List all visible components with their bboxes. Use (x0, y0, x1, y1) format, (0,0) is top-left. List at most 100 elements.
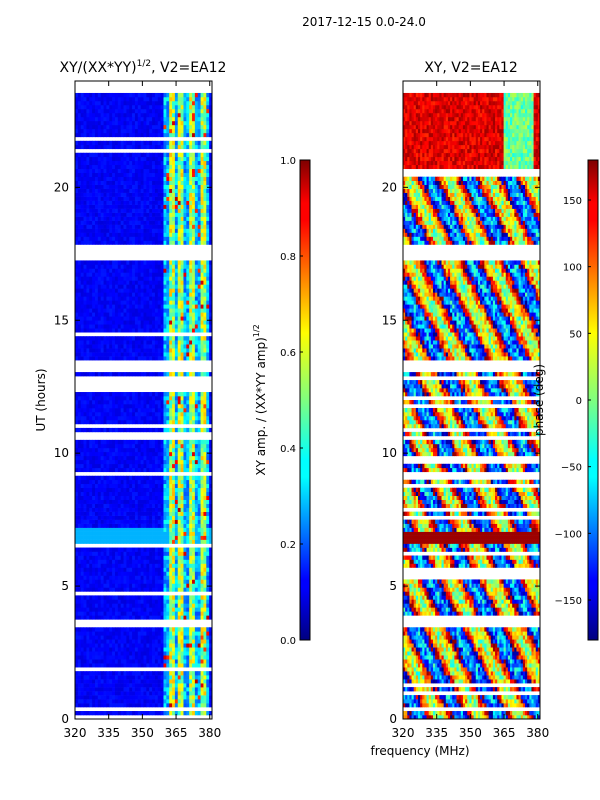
amp-cell (103, 487, 107, 493)
amp-cell (169, 216, 173, 221)
amp-cell (109, 479, 113, 485)
amp-cell (143, 523, 147, 528)
amp-cell (92, 487, 96, 493)
amp-cell (140, 284, 144, 289)
amp-cell (77, 447, 82, 453)
amp-cell (183, 296, 187, 301)
amp-cell (203, 224, 207, 229)
amp-cell (203, 635, 207, 640)
amp-cell (109, 531, 113, 536)
amp-cell (177, 455, 181, 461)
amp-cell (149, 563, 153, 568)
amp-cell (75, 631, 79, 636)
amp-cell (203, 559, 207, 564)
amp-cell (154, 443, 159, 449)
amp-cell (157, 511, 162, 516)
amp-cell (117, 272, 122, 277)
amp-cell (94, 352, 99, 357)
amp-cell (112, 495, 116, 500)
amp-cell (137, 639, 142, 644)
amp-cell (134, 284, 139, 289)
amp-cell (157, 539, 162, 544)
amp-cell (123, 403, 127, 409)
amp-cell (94, 356, 99, 361)
amp-cell (163, 711, 167, 716)
amp-cell (112, 288, 116, 293)
amp-cell (206, 272, 210, 277)
amp-cell (177, 280, 181, 285)
amp-cell (83, 415, 87, 421)
amp-cell (77, 224, 82, 229)
amp-cell (129, 447, 133, 453)
amp-cell (120, 599, 124, 604)
amp-cell (97, 372, 102, 377)
amp-cell (186, 587, 190, 592)
amp-cell (189, 300, 193, 305)
amp-cell (160, 679, 164, 684)
amp-cell (146, 467, 150, 473)
amp-cell (123, 631, 127, 636)
amp-cell (134, 595, 139, 600)
amp-cell (183, 615, 187, 620)
amp-cell (192, 212, 196, 217)
amp-cell (120, 372, 124, 377)
amp-cell (209, 320, 212, 325)
amp-cell (200, 348, 204, 353)
amp-cell (200, 675, 204, 680)
amp-cell (200, 292, 204, 297)
amp-cell (75, 691, 79, 696)
amp-cell (132, 304, 136, 309)
amp-cell (92, 523, 96, 528)
amp-cell (163, 567, 167, 572)
amp-cell (172, 276, 176, 281)
amp-cell (194, 455, 199, 461)
amp-cell (89, 475, 93, 481)
amp-cell (183, 300, 187, 305)
amp-cell (154, 647, 159, 652)
amp-cell (146, 260, 150, 265)
amp-cell (177, 635, 181, 640)
amp-cell (89, 356, 93, 361)
amp-cell (146, 643, 150, 648)
amp-cell (120, 559, 124, 564)
amp-cell (192, 679, 196, 684)
amp-cell (137, 483, 142, 489)
amp-cell (94, 463, 99, 469)
amp-cell (157, 447, 162, 453)
amp-cell (109, 340, 113, 345)
amp-cell (157, 224, 162, 229)
amp-cell (117, 659, 122, 664)
amp-cell (143, 515, 147, 520)
amp-cell (152, 531, 156, 536)
amp-cell (154, 300, 159, 305)
amp-cell (94, 487, 99, 493)
amp-cell (94, 483, 99, 489)
amp-cell (132, 236, 136, 241)
amp-cell (180, 300, 184, 305)
amp-cell (177, 503, 181, 508)
amp-cell (75, 344, 79, 349)
amp-cell (180, 264, 184, 269)
amp-cell (86, 583, 90, 588)
amp-cell (197, 356, 201, 361)
amp-cell (103, 415, 107, 421)
amp-cell (132, 475, 136, 481)
amp-cell (94, 655, 99, 660)
amp-cell (180, 615, 184, 620)
amp-cell (172, 324, 176, 329)
amp-cell (80, 400, 84, 405)
amp-cell (163, 523, 167, 528)
amp-cell (146, 300, 150, 305)
amp-cell (92, 276, 96, 281)
amp-cell (103, 615, 107, 620)
amp-cell (197, 607, 201, 612)
amp-cell (194, 272, 199, 277)
amp-cell (92, 663, 96, 668)
amp-cell (203, 579, 207, 584)
amp-cell (75, 607, 79, 612)
amp-cell (89, 551, 93, 556)
amp-cell (149, 495, 153, 500)
amp-cell (169, 400, 173, 405)
amp-cell (169, 483, 173, 489)
amp-cell (126, 615, 130, 620)
